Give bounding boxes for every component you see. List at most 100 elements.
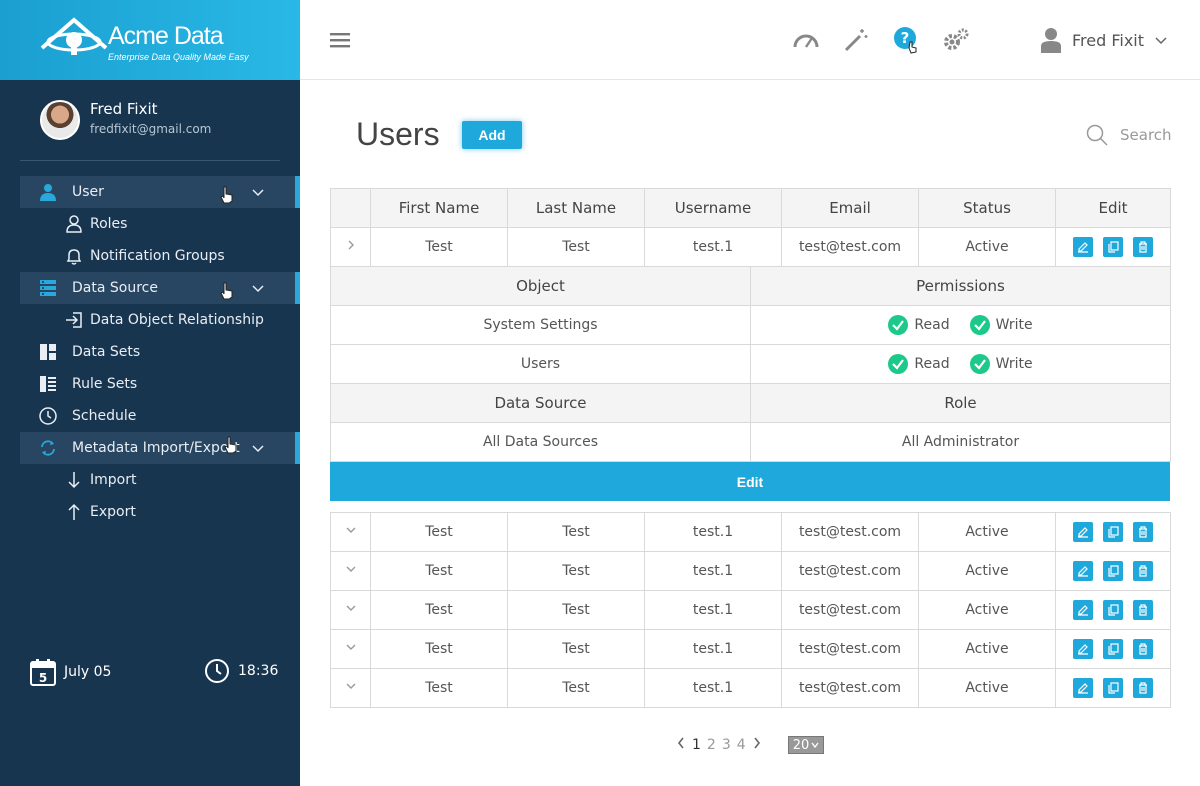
permissions-detail-table: Object Permissions System Settings Read …: [330, 266, 1171, 462]
help-icon[interactable]: ?: [892, 26, 920, 54]
sidebar-item-data-sets[interactable]: Data Sets: [20, 336, 300, 368]
copy-icon[interactable]: [1103, 522, 1123, 542]
chevron-right-icon: [348, 240, 354, 250]
sidebar-item-export[interactable]: Export: [20, 496, 300, 528]
edit-icon[interactable]: [1073, 600, 1093, 620]
cell-first-name: Test: [370, 227, 508, 267]
cell-first-name: Test: [370, 551, 508, 591]
row-expand-toggle[interactable]: [330, 629, 371, 669]
column-header-status[interactable]: Status: [918, 188, 1056, 228]
sidebar-item-data-object-relationship[interactable]: Data Object Relationship: [20, 304, 300, 336]
sidebar-item-rule-sets[interactable]: Rule Sets: [20, 368, 300, 400]
copy-icon[interactable]: [1103, 561, 1123, 581]
row-expand-toggle[interactable]: [330, 512, 371, 552]
data-source-value: All Data Sources: [330, 422, 751, 462]
sync-icon: [38, 439, 58, 457]
copy-icon[interactable]: [1103, 678, 1123, 698]
cell-status: Active: [918, 227, 1056, 267]
sidebar-item-metadata-import-export[interactable]: Metadata Import/Export: [20, 432, 300, 464]
cell-status: Active: [918, 551, 1056, 591]
sidebar-item-data-source[interactable]: Data Source: [20, 272, 300, 304]
page-size-select[interactable]: 20: [787, 736, 825, 754]
delete-icon[interactable]: [1133, 600, 1153, 620]
delete-icon[interactable]: [1133, 678, 1153, 698]
table-row[interactable]: Test Test test.1 test@test.com Active: [330, 668, 1171, 708]
add-user-button[interactable]: Add: [462, 121, 522, 149]
dashboard-icon: [38, 343, 58, 361]
read-permission[interactable]: Read: [888, 315, 950, 335]
cell-email: test@test.com: [781, 590, 919, 630]
chevron-left-icon[interactable]: [676, 736, 686, 754]
delete-icon[interactable]: [1133, 561, 1153, 581]
table-row[interactable]: Test Test test.1 test@test.com Active: [330, 512, 1171, 552]
table-row[interactable]: Test Test test.1 test@test.com Active: [330, 227, 1171, 267]
check-circle-icon: [969, 315, 990, 335]
brand-logo[interactable]: Acme Data Enterprise Data Quality Made E…: [0, 0, 300, 80]
sidebar-item-import[interactable]: Import: [20, 464, 300, 496]
table-row[interactable]: Test Test test.1 test@test.com Active: [330, 551, 1171, 591]
copy-icon[interactable]: [1103, 237, 1123, 257]
row-expand-toggle[interactable]: [330, 668, 371, 708]
user-menu[interactable]: Fred Fixit: [1040, 26, 1168, 54]
page-link-2[interactable]: 2: [706, 737, 716, 753]
top-bar: ? Fred Fixit: [300, 0, 1200, 80]
chevron-right-icon[interactable]: [752, 736, 762, 754]
edit-icon[interactable]: [1073, 678, 1093, 698]
column-header-username[interactable]: Username: [644, 188, 782, 228]
page-link-1[interactable]: 1: [692, 737, 701, 753]
table-header-expand: [330, 188, 371, 228]
chevron-down-icon[interactable]: [250, 280, 266, 296]
speedometer-icon[interactable]: [792, 26, 820, 54]
person-outline-icon: [64, 215, 84, 233]
sidebar-item-label: Notification Groups: [90, 248, 225, 264]
cell-last-name: Test: [507, 551, 645, 591]
hamburger-menu-icon[interactable]: [326, 26, 354, 54]
cell-status: Active: [918, 668, 1056, 708]
avatar[interactable]: [40, 100, 80, 140]
cell-actions: [1055, 629, 1171, 669]
edit-permissions-button[interactable]: Edit: [330, 462, 1170, 501]
cell-email: test@test.com: [781, 668, 919, 708]
delete-icon[interactable]: [1133, 237, 1153, 257]
date-display: 5 July 05: [30, 658, 111, 686]
sidebar-item-roles[interactable]: Roles: [20, 208, 300, 240]
copy-icon[interactable]: [1103, 600, 1123, 620]
cell-username: test.1: [644, 227, 782, 267]
sidebar-item-schedule[interactable]: Schedule: [20, 400, 300, 432]
cell-email: test@test.com: [781, 512, 919, 552]
settings-gears-icon[interactable]: [942, 26, 970, 54]
search-box[interactable]: Search: [1086, 122, 1176, 148]
chevron-down-icon[interactable]: [250, 440, 266, 456]
copy-icon[interactable]: [1103, 639, 1123, 659]
users-table-rows: Test Test test.1 test@test.com Active Test Tes…: [330, 512, 1171, 708]
read-permission[interactable]: Read: [888, 354, 950, 374]
edit-icon[interactable]: [1073, 561, 1093, 581]
sidebar-item-notification-groups[interactable]: Notification Groups: [20, 240, 300, 272]
row-expand-toggle[interactable]: [330, 551, 371, 591]
sidebar-divider: [20, 160, 280, 161]
edit-icon[interactable]: [1073, 639, 1093, 659]
column-header-last-name[interactable]: Last Name: [507, 188, 645, 228]
delete-icon[interactable]: [1133, 639, 1153, 659]
sidebar-item-user[interactable]: User: [20, 176, 300, 208]
list-icon: [38, 375, 58, 393]
time-display: 18:36: [204, 658, 278, 684]
svg-text:?: ?: [901, 29, 910, 47]
chevron-down-icon[interactable]: [250, 184, 266, 200]
column-header-email[interactable]: Email: [781, 188, 919, 228]
clock-icon: [38, 407, 58, 425]
row-expand-toggle[interactable]: [330, 590, 371, 630]
brand-tagline: Enterprise Data Quality Made Easy: [108, 52, 249, 62]
table-row[interactable]: Test Test test.1 test@test.com Active: [330, 629, 1171, 669]
row-expand-toggle[interactable]: [330, 227, 371, 267]
write-permission[interactable]: Write: [969, 354, 1033, 374]
page-link-3[interactable]: 3: [721, 737, 731, 753]
table-row[interactable]: Test Test test.1 test@test.com Active: [330, 590, 1171, 630]
delete-icon[interactable]: [1133, 522, 1153, 542]
page-link-4[interactable]: 4: [736, 737, 746, 753]
edit-icon[interactable]: [1073, 522, 1093, 542]
column-header-first-name[interactable]: First Name: [370, 188, 508, 228]
write-permission[interactable]: Write: [969, 315, 1033, 335]
magic-wand-icon[interactable]: [842, 26, 870, 54]
edit-icon[interactable]: [1073, 237, 1093, 257]
